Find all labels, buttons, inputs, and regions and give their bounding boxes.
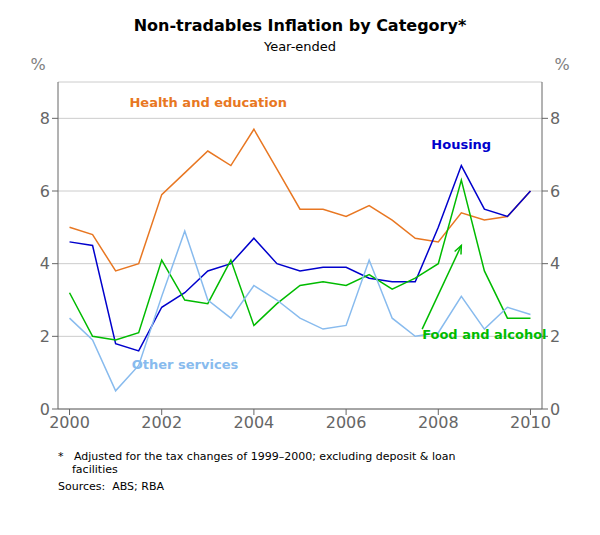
svg-text:8: 8 (550, 109, 560, 128)
svg-text:0: 0 (550, 400, 560, 419)
svg-text:Food and alcohol: Food and alcohol (422, 327, 546, 342)
html-text:* Adjusted for the tax changes: * Adjusted for the tax changes of 1999–2… (58, 450, 456, 463)
svg-text:2010: 2010 (510, 413, 551, 432)
svg-text:8: 8 (40, 109, 50, 128)
svg-text:Other services: Other services (132, 357, 239, 372)
svg-text:%: % (554, 55, 569, 74)
svg-text:0: 0 (40, 400, 50, 419)
html-text:Non-tradables Inflation by Cat: Non-tradables Inflation by Category* (133, 16, 467, 35)
svg-text:2: 2 (40, 327, 50, 346)
svg-text:2000: 2000 (49, 413, 90, 432)
svg-text:4: 4 (40, 254, 50, 273)
svg-text:6: 6 (550, 182, 560, 201)
html-text:facilities: facilities (58, 463, 118, 476)
svg-text:Health and education: Health and education (129, 95, 287, 110)
svg-text:2008: 2008 (418, 413, 459, 432)
svg-text:4: 4 (550, 254, 560, 273)
html-text:Sources: ABS; RBA: Sources: ABS; RBA (58, 480, 164, 493)
svg-text:2002: 2002 (141, 413, 182, 432)
svg-text:6: 6 (40, 182, 50, 201)
svg-text:Housing: Housing (431, 137, 491, 152)
svg-text:2006: 2006 (326, 413, 367, 432)
svg-text:%: % (30, 55, 45, 74)
svg-text:2004: 2004 (234, 413, 275, 432)
svg-text:2: 2 (550, 327, 560, 346)
html-text:Year-ended: Year-ended (263, 39, 337, 54)
